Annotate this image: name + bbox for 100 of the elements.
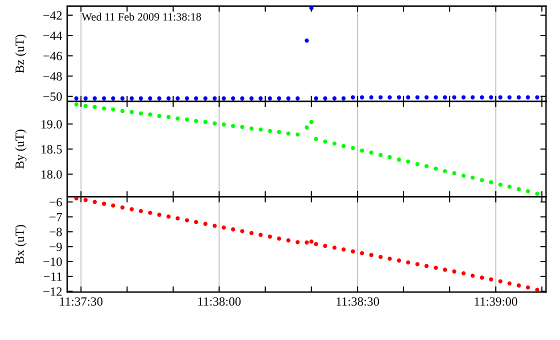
point [157,212,162,217]
point [176,216,180,220]
point [268,234,272,239]
point [388,155,392,160]
point [378,95,383,100]
point [452,95,456,100]
point [276,236,282,241]
y-tick-label: 18.0 [42,170,62,179]
point [222,122,226,127]
point [111,107,116,112]
y-tick-label: −7 [50,213,62,222]
point [406,95,410,100]
point [268,128,272,134]
point [92,96,97,100]
point [480,276,484,280]
point [489,95,494,100]
point [396,95,402,100]
point [332,96,337,100]
point [203,222,208,226]
point [516,187,521,192]
point [286,131,290,136]
point [157,114,162,118]
point [388,256,392,261]
point [342,96,346,100]
point [102,106,106,111]
point [415,262,420,266]
point [166,96,171,100]
point [360,251,364,256]
point [360,95,364,100]
y-tick-label: −8 [50,228,62,236]
point [434,95,438,100]
point [92,104,97,110]
y-tick-label: 18.5 [42,145,62,154]
point [526,285,530,290]
point [396,258,402,263]
point [424,95,429,100]
point [92,200,97,204]
point [434,166,438,171]
point [84,198,88,202]
point [489,277,494,282]
point [184,96,190,100]
point [314,242,318,246]
point [138,208,143,214]
point [415,162,420,166]
point [332,141,337,146]
point [222,96,226,100]
point [342,247,346,252]
point [194,118,198,124]
point [442,268,448,272]
point [276,96,282,100]
point [194,96,198,100]
point [470,95,475,100]
x-tick-label: 11:38:30 [336,297,380,306]
point [166,114,171,120]
point [258,232,263,237]
point [84,96,88,100]
point [194,220,198,224]
point [240,229,244,234]
point [535,192,540,196]
point [516,95,521,100]
point [120,96,125,100]
point [212,224,217,228]
point [424,264,429,268]
point [130,207,134,212]
point [396,158,402,162]
point [231,96,236,100]
point [286,238,290,242]
y-axis-title: Bz (uT) [15,34,26,74]
y-tick-label: −48 [43,72,62,81]
point [74,96,78,100]
point [452,171,456,176]
x-tick-label: 11:38:00 [198,297,241,306]
point [148,112,152,117]
point [388,95,392,100]
y-tick-label: −42 [43,11,62,20]
point [203,120,208,124]
y-tick-label: −44 [43,32,62,40]
point [406,160,410,164]
point [249,96,254,100]
point [258,96,263,100]
x-tick-label: 11:39:00 [474,297,518,306]
point [249,231,254,236]
point [138,96,143,100]
point [176,116,180,121]
point [369,95,374,100]
point [286,96,290,100]
point [130,110,134,114]
point [120,108,125,114]
point [323,139,328,144]
y-tick-label: −46 [43,52,62,60]
point [323,96,328,100]
point [304,240,309,245]
point [240,124,244,130]
point [342,144,346,148]
point [138,111,143,116]
point [212,96,217,100]
point [74,196,78,200]
point [442,169,448,174]
y-tick-label: −9 [50,242,62,252]
point [535,288,540,292]
